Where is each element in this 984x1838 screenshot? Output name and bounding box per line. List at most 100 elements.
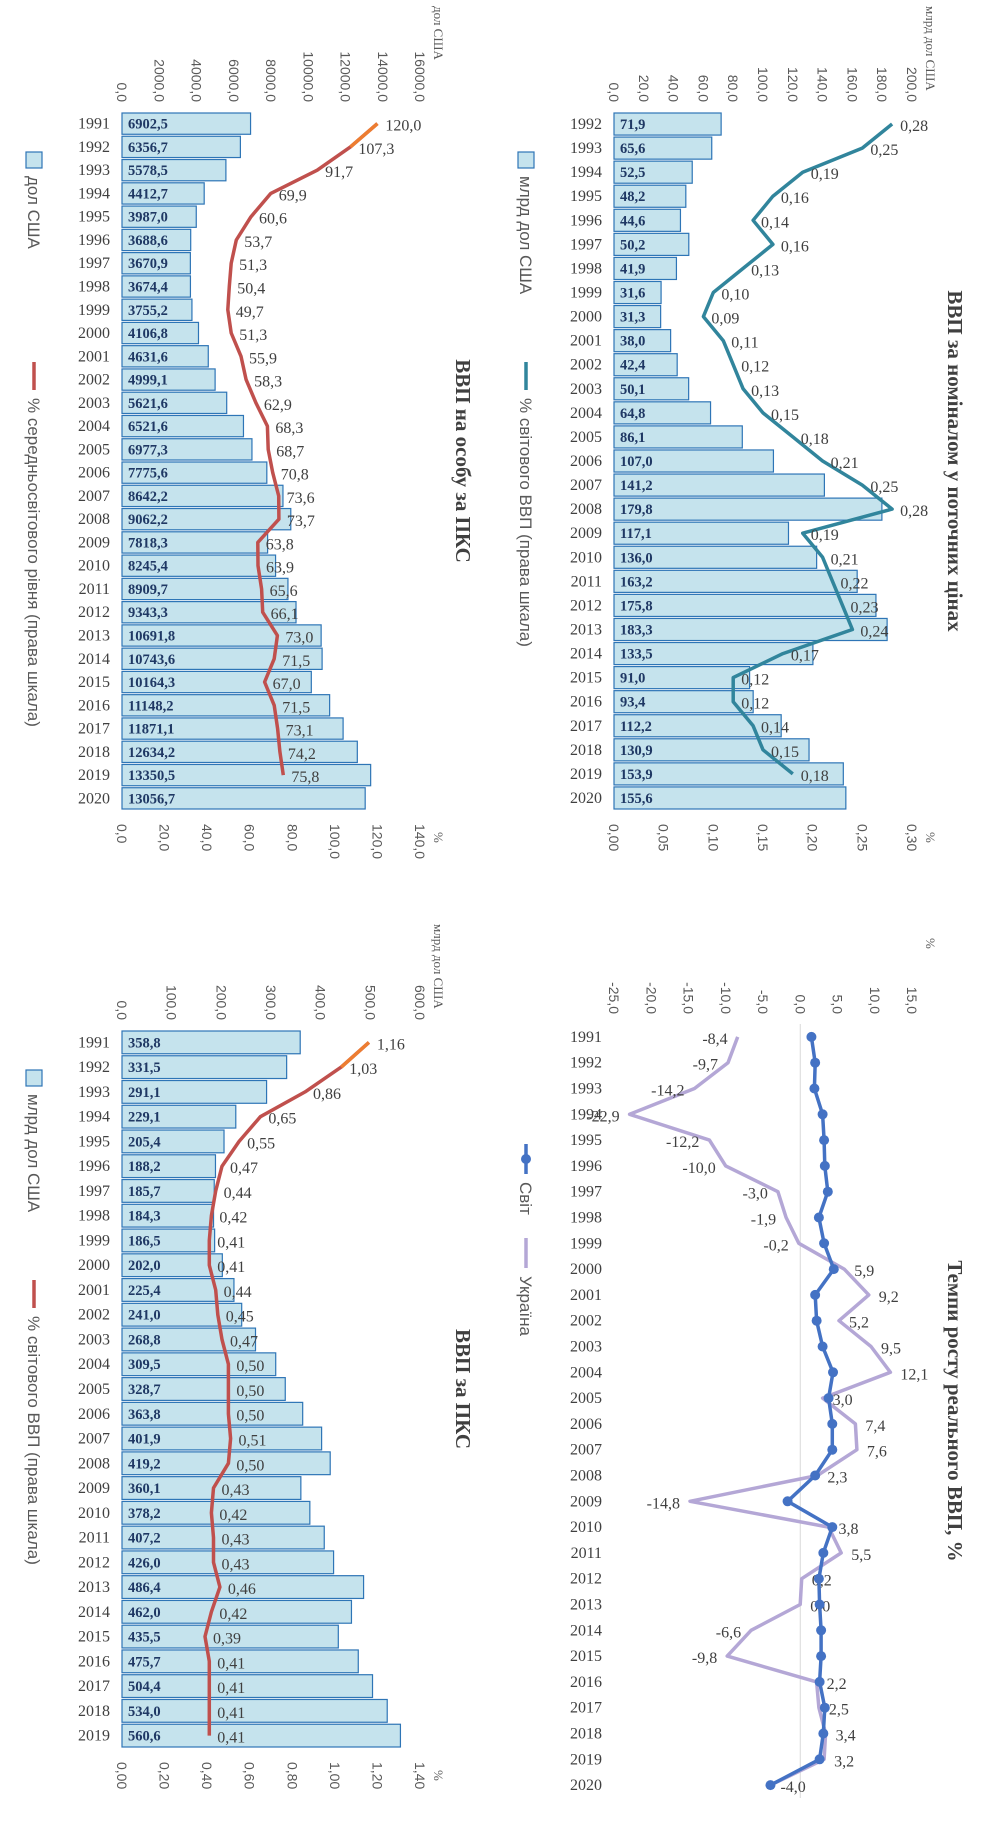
world-point (828, 1367, 839, 1378)
bar-value-label: 8245,4 (128, 559, 168, 575)
left-axis-tick: 6000,0 (226, 59, 242, 102)
bar-value-label: 3688,6 (128, 233, 168, 249)
x-tick-label: 1996 (570, 212, 602, 229)
bar-value-label: 3670,9 (128, 256, 168, 272)
x-tick-label: 1993 (78, 1084, 110, 1101)
x-tick-label: 2003 (570, 381, 602, 398)
x-tick-label: 2000 (78, 325, 110, 342)
line-point-label: 0,18 (801, 768, 829, 785)
bar-value-label: 42,4 (620, 358, 645, 374)
line-point-label: 0,44 (224, 1185, 252, 1202)
bar (121, 1599, 353, 1624)
x-tick-label: 1991 (78, 116, 110, 133)
line-point-label: -14,8 (647, 1495, 680, 1512)
bar-value-label: 229,1 (128, 1110, 161, 1126)
bar-value-label: 6977,3 (128, 442, 168, 458)
bar (121, 414, 245, 438)
world-point (809, 1083, 820, 1094)
left-axis-tick: 14000,0 (375, 51, 391, 102)
line-point-label: 65,6 (270, 583, 298, 600)
line-point-label: 1,03 (349, 1061, 377, 1078)
bar-value-label: 504,4 (128, 1679, 161, 1695)
line-point-label: 0,28 (900, 118, 928, 135)
left-axis-tick: 16000,0 (412, 51, 428, 102)
x-tick-label: 1992 (78, 139, 110, 156)
chart-title: ВВП на особу за ПКС (451, 359, 475, 563)
x-tick-label: 2019 (570, 766, 602, 783)
x-tick-label: 1998 (78, 1208, 110, 1225)
right-axis-tick: 0,25 (854, 824, 870, 851)
line-point-label: 0,41 (217, 1234, 245, 1251)
x-tick-label: 1997 (570, 1184, 602, 1201)
world-point (810, 1057, 821, 1068)
right-axis-tick: 140,0 (412, 824, 428, 859)
bar-value-label: 141,2 (620, 478, 653, 494)
bar-value-label: 133,5 (620, 647, 653, 663)
bar-value-label: 378,2 (128, 1506, 161, 1522)
x-tick-label: 2001 (570, 333, 602, 350)
line-point-label: 7,4 (865, 1418, 885, 1435)
legend-swatch-bars (517, 151, 535, 169)
x-tick-label: 1995 (570, 1132, 602, 1149)
world-point (810, 1289, 821, 1300)
x-tick-label: 2016 (570, 694, 602, 711)
bar (613, 690, 754, 714)
x-tick-label: 1994 (78, 1109, 110, 1126)
line-point-label: 0,43 (222, 1556, 250, 1573)
x-tick-label: 2002 (570, 357, 602, 374)
left-axis-tick: -25,0 (606, 982, 622, 1014)
line-point-label: 60,6 (259, 211, 287, 228)
line-point-label: 63,9 (266, 560, 294, 577)
bar (121, 158, 227, 182)
bar (121, 228, 192, 252)
line-point-label: -14,2 (651, 1083, 684, 1100)
left-axis-tick: 12000,0 (338, 51, 354, 102)
bar-value-label: 6521,6 (128, 419, 168, 435)
x-tick-label: 1991 (78, 1034, 110, 1051)
bar (121, 1500, 311, 1525)
right-axis-tick: 0,20 (805, 824, 821, 851)
bar-value-label: 4631,6 (128, 349, 168, 365)
x-tick-label: 1993 (78, 162, 110, 179)
x-tick-label: 2008 (570, 1468, 602, 1485)
x-tick-label: 1993 (570, 140, 602, 157)
world-point (814, 1599, 825, 1610)
line-point-label: 0,19 (811, 527, 839, 544)
line-point-label: 2,2 (827, 1676, 847, 1693)
bar (121, 1129, 225, 1154)
bar (613, 136, 713, 160)
x-tick-label: 2013 (570, 1597, 602, 1614)
x-tick-label: 2009 (78, 534, 110, 551)
line-point-label: 0,15 (771, 744, 799, 761)
bar (613, 545, 818, 569)
x-tick-label: 2004 (78, 1356, 110, 1373)
legend-label-world: Світ (516, 1182, 535, 1215)
bar-value-label: 328,7 (128, 1382, 161, 1398)
left-axis-tick: 5,0 (830, 995, 846, 1015)
right-axis-tick: 120,0 (369, 824, 385, 859)
bar (613, 160, 693, 184)
world-point (823, 1393, 834, 1404)
x-tick-label: 2018 (78, 744, 110, 761)
line-point-label: 63,8 (266, 536, 294, 553)
bar-value-label: 4412,7 (128, 186, 168, 202)
line-point-label: 0,14 (761, 214, 789, 231)
world-point (817, 1109, 828, 1120)
bar-value-label: 358,8 (128, 1035, 161, 1051)
line-point-label: 12,1 (900, 1366, 928, 1383)
line-point-label: 0,41 (217, 1655, 245, 1672)
series-line (701, 122, 894, 776)
bar (613, 256, 678, 281)
x-tick-label: 2017 (570, 1700, 602, 1717)
world-point (819, 1135, 830, 1146)
chart-title: Темпи росту реального ВВП, % (943, 1260, 967, 1561)
line-point-label: 51,3 (239, 257, 267, 274)
x-tick-label: 1998 (78, 279, 110, 296)
right-axis-tick: 1,40 (412, 1762, 428, 1789)
right-axis-tick: 20,0 (157, 824, 173, 851)
line-point-label: 0,09 (711, 311, 739, 328)
bar-value-label: 185,7 (128, 1184, 161, 1200)
bar (121, 484, 284, 508)
line-point-label: 55,9 (249, 350, 277, 367)
x-tick-label: 2003 (78, 1331, 110, 1348)
